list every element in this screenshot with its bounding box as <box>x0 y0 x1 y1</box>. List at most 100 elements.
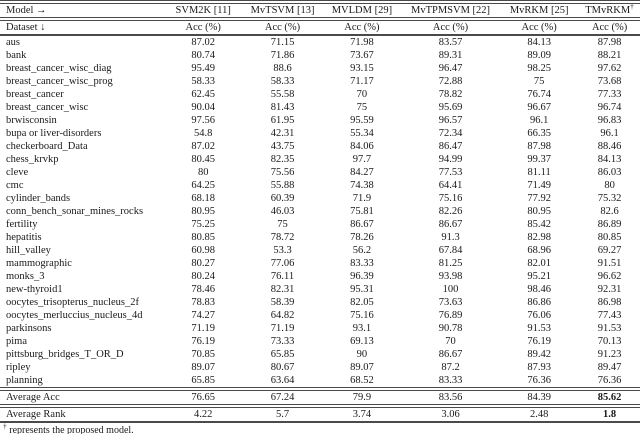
table-row: oocytes_merluccius_nucleus_4d 74.27 64.82 7… <box>0 309 640 322</box>
acc-value: 88.46 <box>597 141 622 152</box>
acc-value: 65.85 <box>191 375 215 386</box>
table-row: cylinder_bands 68.18 60.39 71.9 75.16 77.92 75… <box>0 192 640 205</box>
acc-value: 66.35 <box>527 128 551 139</box>
dataset-name: cleve <box>6 167 29 178</box>
dataset-name: breast_cancer_wisc <box>6 102 89 113</box>
acc-value: 78.46 <box>191 284 215 295</box>
acc-value: 93.15 <box>350 63 374 74</box>
acc-value: 86.98 <box>597 297 622 308</box>
acc-value: 58.33 <box>191 76 215 87</box>
acc-value: 80 <box>197 167 209 178</box>
acc-value: 71.86 <box>270 50 295 61</box>
acc-value: 97.7 <box>352 154 372 165</box>
acc-value: 42.31 <box>270 128 295 139</box>
acc-value: 80.85 <box>191 232 215 243</box>
acc-value: 83.57 <box>438 37 463 48</box>
dataset-name: chess_krvkp <box>6 154 59 165</box>
table-row: breast_cancer 62.45 55.58 70 78.82 76.74 77.33 <box>0 88 640 101</box>
table-row: checkerboard_Data 87.02 43.75 84.06 86.47 87.… <box>0 140 640 153</box>
acc-value: 95.69 <box>438 102 463 113</box>
acc-value: 63.64 <box>270 375 295 386</box>
summary-value: 2.48 <box>499 404 580 422</box>
acc-value: 91.53 <box>597 323 622 334</box>
acc-value: 55.34 <box>350 128 374 139</box>
acc-value: 76.74 <box>527 89 551 100</box>
summary-value: 67.24 <box>243 387 322 406</box>
tmvrkm-label: TMvRKM <box>585 5 631 16</box>
dataset-name: cylinder_bands <box>6 193 71 204</box>
table-footnote: † represents the proposed model. <box>0 422 640 434</box>
acc-value: 90 <box>356 349 368 360</box>
acc-value: 75.56 <box>270 167 295 178</box>
acc-value: 82.6 <box>600 206 619 217</box>
table-row: hill_valley 60.98 53.3 56.2 67.84 68.96 69.27 <box>0 244 640 257</box>
acc-value: 96.1 <box>600 128 619 139</box>
acc-value: 91.3 <box>441 232 460 243</box>
acc-value: 54.8 <box>194 128 213 139</box>
acc-value: 96.47 <box>438 63 463 74</box>
acc-value: 86.67 <box>438 219 463 230</box>
acc-value: 86.67 <box>350 219 374 230</box>
acc-value: 73.68 <box>597 76 622 87</box>
table-row: brwisconsin 97.56 61.95 95.59 96.57 96.1 96.83 <box>0 114 640 127</box>
acc-value: 76.19 <box>191 336 215 347</box>
acc-value: 96.57 <box>438 115 463 126</box>
dataset-name: cmc <box>6 180 24 191</box>
acc-value: 84.13 <box>527 37 551 48</box>
acc-value: 95.31 <box>350 284 374 295</box>
table-row: fertility 75.25 75 86.67 86.67 85.42 86.89 <box>0 218 640 231</box>
table-row: pima 76.19 73.33 69.13 70 76.19 70.13 <box>0 335 640 348</box>
acc-value: 71.9 <box>352 193 372 204</box>
dataset-name: brwisconsin <box>6 115 57 126</box>
dataset-name: breast_cancer_wisc_prog <box>6 76 113 87</box>
dataset-header-row: Dataset ↓ Acc (%) Acc (%) Acc (%) Acc (%… <box>0 19 640 36</box>
results-table: Model → SVM2K [11] MvTSVM [13] MVLDM [29… <box>0 0 640 423</box>
acc-value: 64.25 <box>191 180 215 191</box>
acc-value: 80.95 <box>527 206 551 217</box>
acc-value: 80.74 <box>191 50 215 61</box>
acc-value: 96.1 <box>529 115 549 126</box>
acc-value: 82.05 <box>350 297 374 308</box>
acc-value: 55.88 <box>270 180 295 191</box>
acc-value: 91.23 <box>597 349 622 360</box>
summary-value: 5.7 <box>243 404 322 422</box>
table-row: cmc 64.25 55.88 74.38 64.41 71.49 80 <box>0 179 640 192</box>
summary-label: Average Rank <box>0 404 164 422</box>
acc-value: 77.92 <box>527 193 551 204</box>
acc-value: 82.31 <box>270 284 295 295</box>
acc-value: 81.11 <box>527 167 551 178</box>
acc-value: 58.33 <box>270 76 295 87</box>
acc-value: 80.85 <box>597 232 622 243</box>
acc-value: 56.2 <box>352 245 372 256</box>
acc-value: 76.36 <box>597 375 622 386</box>
acc-value: 96.67 <box>527 102 551 113</box>
acc-value: 73.63 <box>438 297 463 308</box>
model-header-row: Model → SVM2K [11] MvTSVM [13] MVLDM [29… <box>0 2 640 21</box>
acc-value: 68.96 <box>527 245 551 256</box>
dataset-name: breast_cancer <box>6 89 64 100</box>
acc-value: 75 <box>277 219 288 230</box>
acc-value: 89.07 <box>191 362 215 373</box>
acc-value: 71.19 <box>191 323 215 334</box>
dataset-name: planning <box>6 375 43 386</box>
dataset-name: bank <box>6 50 27 61</box>
acc-value: 43.75 <box>270 141 295 152</box>
acc-value: 85.42 <box>527 219 551 230</box>
acc-value: 78.26 <box>350 232 374 243</box>
acc-value: 92.31 <box>597 284 622 295</box>
acc-value: 86.89 <box>597 219 622 230</box>
acc-value: 70 <box>445 336 456 347</box>
acc-value: 70.85 <box>191 349 215 360</box>
acc-value: 97.62 <box>597 63 622 74</box>
acc-value: 95.21 <box>527 271 551 282</box>
acc-value: 68.52 <box>350 375 374 386</box>
table-row: monks_3 80.24 76.11 96.39 93.98 95.21 96.62 <box>0 270 640 283</box>
dataset-name: hepatitis <box>6 232 42 243</box>
acc-value: 64.41 <box>438 180 463 191</box>
acc-value: 82.01 <box>527 258 551 269</box>
acc-value: 75.25 <box>191 219 215 230</box>
summary-value: 79.9 <box>321 387 402 406</box>
acc-column-header: Acc (%) <box>401 19 500 36</box>
acc-value: 96.62 <box>597 271 622 282</box>
table-row: new-thyroid1 78.46 82.31 95.31 100 98.46 92.31 <box>0 283 640 296</box>
